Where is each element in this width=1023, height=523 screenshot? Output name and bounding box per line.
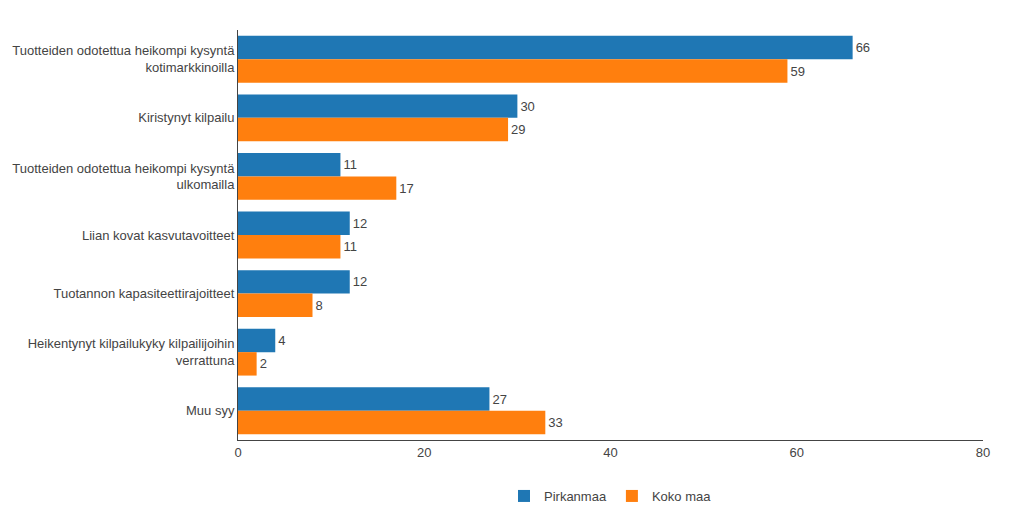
svg-text:2: 2 <box>260 356 267 371</box>
svg-text:Heikentynyt kilpailukyky kilpa: Heikentynyt kilpailukyky kilpailijoihinv… <box>28 336 235 368</box>
svg-text:20: 20 <box>417 445 431 460</box>
svg-text:33: 33 <box>548 415 562 430</box>
svg-text:8: 8 <box>316 298 323 313</box>
svg-text:11: 11 <box>343 157 357 172</box>
svg-text:80: 80 <box>976 445 990 460</box>
svg-text:12: 12 <box>353 216 367 231</box>
svg-text:Tuotannon kapasiteettirajoitte: Tuotannon kapasiteettirajoitteet <box>53 286 234 301</box>
svg-text:Liian kovat kasvutavoitteet: Liian kovat kasvutavoitteet <box>82 228 235 243</box>
svg-text:40: 40 <box>603 445 617 460</box>
svg-text:29: 29 <box>511 122 525 137</box>
svg-text:12: 12 <box>353 274 367 289</box>
svg-text:Tuotteiden odotettua heikompi: Tuotteiden odotettua heikompi kysyntäkot… <box>12 43 235 75</box>
svg-text:60: 60 <box>790 445 804 460</box>
svg-text:0: 0 <box>234 445 241 460</box>
svg-text:Pirkanmaa: Pirkanmaa <box>544 489 607 504</box>
svg-text:Muu syy: Muu syy <box>186 403 235 418</box>
svg-text:11: 11 <box>343 239 357 254</box>
svg-text:17: 17 <box>399 181 413 196</box>
svg-text:Koko maa: Koko maa <box>652 489 711 504</box>
svg-text:59: 59 <box>790 64 804 79</box>
svg-text:27: 27 <box>492 392 506 407</box>
svg-text:66: 66 <box>856 40 870 55</box>
svg-text:Tuotteiden odotettua heikompi: Tuotteiden odotettua heikompi kysyntäulk… <box>12 161 235 193</box>
svg-text:4: 4 <box>278 333 285 348</box>
svg-text:Kiristynyt kilpailu: Kiristynyt kilpailu <box>138 110 234 125</box>
svg-text:30: 30 <box>520 99 534 114</box>
